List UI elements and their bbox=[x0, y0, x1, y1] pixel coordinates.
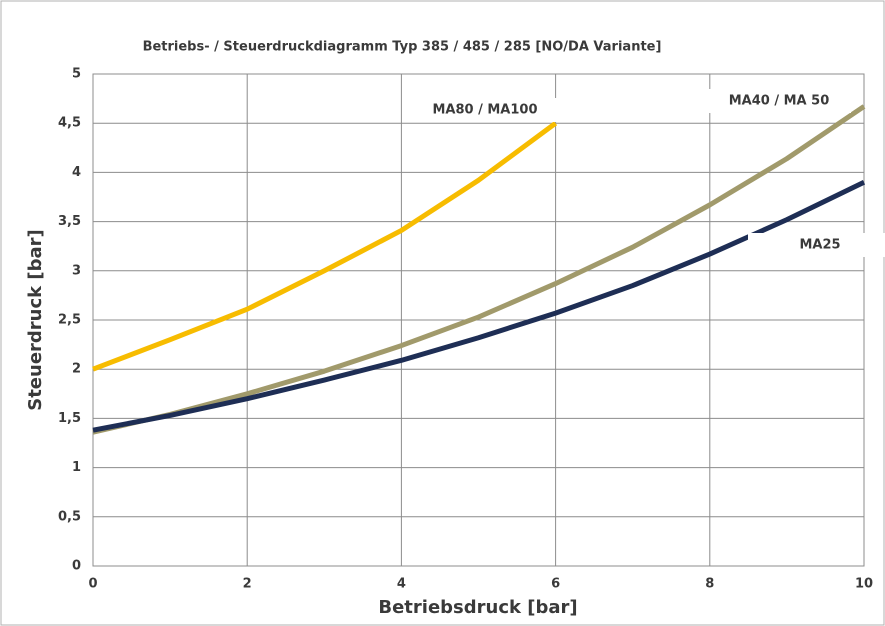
y-tick-label: 2,5 bbox=[58, 313, 81, 328]
y-tick-label: 0 bbox=[72, 559, 81, 574]
label-background bbox=[748, 233, 885, 257]
y-tick-label: 4 bbox=[72, 165, 81, 180]
x-axis-label: Betriebsdruck [bar] bbox=[378, 597, 577, 618]
x-tick-label: 0 bbox=[88, 577, 97, 592]
y-tick-label: 1 bbox=[72, 460, 81, 475]
y-tick-label: 2 bbox=[72, 362, 81, 377]
y-tick-label: 3,5 bbox=[58, 214, 81, 229]
series-label: MA25 bbox=[799, 238, 840, 253]
y-tick-label: 4,5 bbox=[58, 116, 81, 131]
label-background bbox=[413, 98, 557, 122]
y-tick-label: 1,5 bbox=[58, 411, 81, 426]
y-axis-label: Steuerdruck [bar] bbox=[25, 229, 46, 411]
x-tick-label: 6 bbox=[551, 577, 560, 592]
line bbox=[92, 121, 558, 372]
y-tick-label: 0,5 bbox=[58, 509, 81, 524]
x-tick-label: 10 bbox=[855, 577, 873, 592]
chart-title: Betriebs- / Steuerdruckdiagramm Typ 385 … bbox=[143, 40, 662, 55]
series-label: MA40 / MA 50 bbox=[729, 94, 830, 109]
x-tick-label: 4 bbox=[397, 577, 406, 592]
line bbox=[92, 179, 866, 433]
y-tick-label: 3 bbox=[72, 263, 81, 278]
label-background bbox=[707, 89, 851, 113]
y-tick-label: 5 bbox=[72, 67, 81, 82]
x-tick-label: 8 bbox=[705, 577, 714, 592]
x-tick-label: 2 bbox=[243, 577, 252, 592]
series-label: MA80 / MA100 bbox=[432, 103, 537, 118]
line bbox=[92, 104, 866, 435]
